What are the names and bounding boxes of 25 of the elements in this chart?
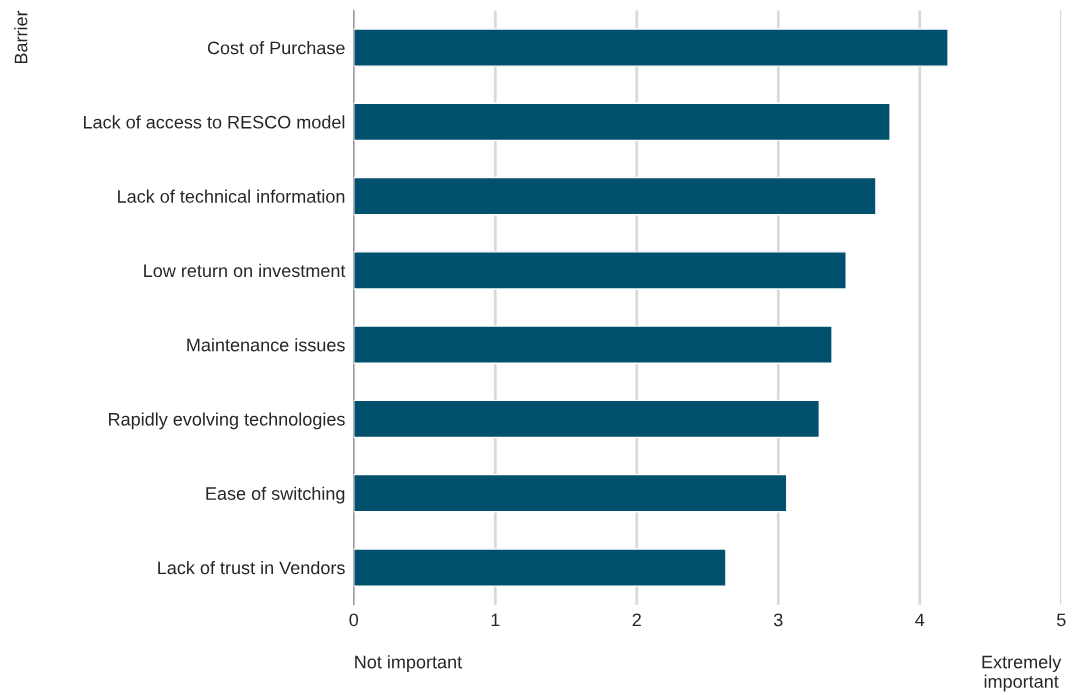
y-tick-label: Lack of technical information [118,189,345,203]
bar [353,28,949,67]
x-tick-label: 5 [1056,613,1066,627]
bar [353,102,891,142]
y-tick-label: Cost of Purchase [207,41,345,55]
bar [353,473,788,513]
x-tick-label: 4 [915,613,925,627]
y-tick-label: Low return on investment [144,263,346,278]
x-tick-label: 0 [349,613,359,627]
x-tick-label: 2 [632,613,641,627]
bar [353,251,847,290]
y-tick-label: Lack of trust in Vendors [158,560,345,575]
y-tick-label: Ease of switching [206,486,345,504]
x-tick-label: 1 [491,613,500,627]
x-tick-label: 3 [773,613,783,627]
bar [353,548,727,587]
y-axis-title: Barrier [14,10,28,64]
bar [353,399,821,439]
text: Not important [355,655,462,672]
y-tick-label: Maintenance issues [187,338,345,352]
y-tick-label: Rapidly evolving technologies [109,412,345,430]
y-tick-label: Lack of access to RESCO model [84,115,345,129]
text: Extremely important [982,655,1062,692]
bar [353,176,877,216]
bar [353,325,833,364]
